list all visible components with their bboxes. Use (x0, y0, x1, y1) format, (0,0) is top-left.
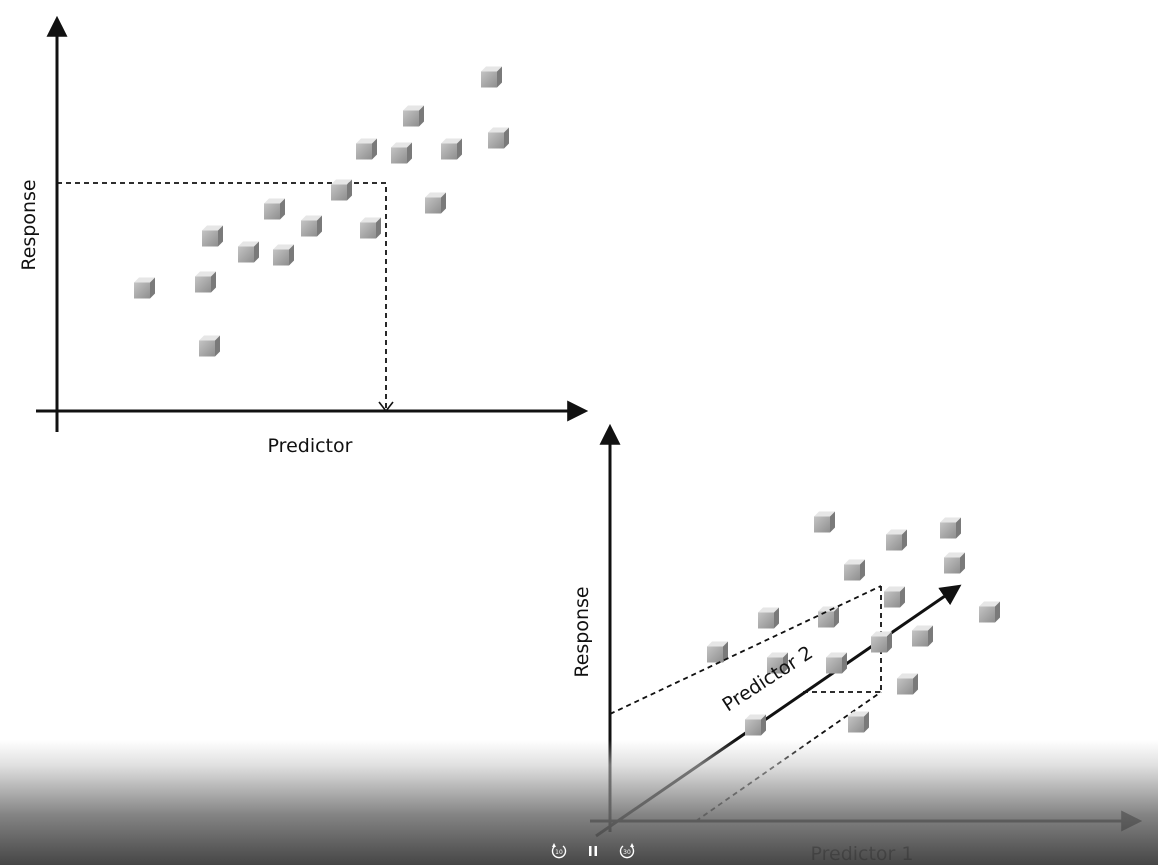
forward-seconds: 30 (623, 849, 631, 856)
simple-regression-diagram: Predictor Response (18, 15, 589, 457)
data-point (264, 198, 285, 220)
data-point (441, 138, 462, 160)
simple-guide-arrowhead (378, 401, 394, 413)
data-point (848, 711, 869, 733)
pause-icon (589, 846, 597, 856)
multiple-data-points-back (707, 511, 1000, 663)
data-point (202, 225, 223, 247)
multiple-y-axis-label: Response (571, 586, 593, 677)
video-controls: 10 30 (548, 840, 638, 862)
data-point (884, 586, 905, 608)
data-point (818, 606, 839, 628)
data-point (238, 241, 259, 263)
forward-30-button[interactable]: 30 (616, 840, 638, 862)
data-point (273, 244, 294, 266)
data-point (767, 652, 788, 674)
rewind-10-button[interactable]: 10 (548, 840, 570, 862)
multiple-diagonal-axis-label: Predictor 2 (719, 642, 817, 717)
data-point (488, 127, 509, 149)
data-point (912, 625, 933, 647)
multiple-regression-diagram: Predictor 2 Response Predictor 1 (571, 423, 1143, 865)
data-point (481, 66, 502, 88)
data-point (826, 652, 847, 674)
data-point (758, 607, 779, 629)
simple-dashed-guide (57, 182, 387, 409)
simple-data-points (134, 66, 509, 357)
data-point (886, 529, 907, 551)
data-point (134, 277, 155, 299)
data-point (707, 641, 728, 663)
simple-x-axis-label: Predictor (268, 435, 353, 457)
data-point (391, 142, 412, 164)
multiple-x-axis-label: Predictor 1 (810, 843, 913, 865)
data-point (301, 215, 322, 237)
data-point (871, 631, 892, 653)
multiple-data-points-front (745, 631, 918, 736)
data-point (940, 517, 961, 539)
data-point (356, 138, 377, 160)
data-point (844, 559, 865, 581)
rewind-seconds: 10 (555, 849, 563, 856)
data-point (199, 335, 220, 357)
data-point (979, 601, 1000, 623)
data-point (745, 714, 766, 736)
data-point (897, 673, 918, 695)
play-pause-button[interactable] (582, 840, 604, 862)
data-point (403, 105, 424, 127)
forward-30-icon (619, 843, 635, 859)
data-point (814, 511, 835, 533)
simple-y-axis-label: Response (18, 179, 40, 270)
data-point (195, 271, 216, 293)
data-point (425, 192, 446, 214)
data-point (331, 179, 352, 201)
rewind-10-icon (551, 843, 567, 859)
data-point (944, 552, 965, 574)
data-point (360, 217, 381, 239)
